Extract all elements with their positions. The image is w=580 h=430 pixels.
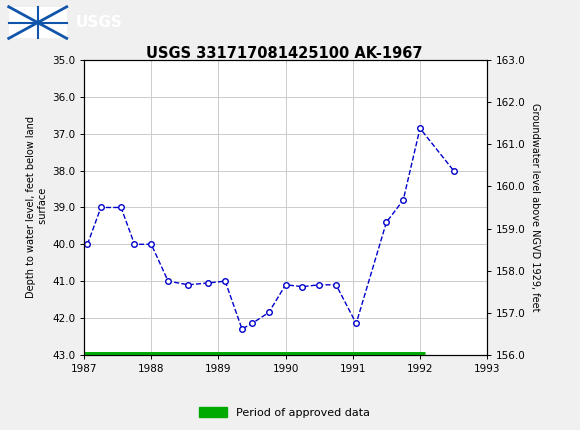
FancyBboxPatch shape <box>9 7 67 38</box>
Legend: Period of approved data: Period of approved data <box>194 403 374 422</box>
Y-axis label: Groundwater level above NGVD 1929, feet: Groundwater level above NGVD 1929, feet <box>530 103 540 312</box>
Text: USGS 331717081425100 AK-1967: USGS 331717081425100 AK-1967 <box>146 46 422 61</box>
Y-axis label: Depth to water level, feet below land
 surface: Depth to water level, feet below land su… <box>26 117 48 298</box>
Text: USGS: USGS <box>75 15 122 30</box>
